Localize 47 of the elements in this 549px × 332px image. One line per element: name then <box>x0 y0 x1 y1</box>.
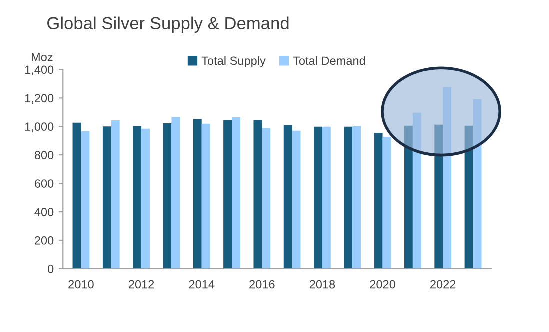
bar <box>202 124 210 269</box>
legend-label: Total Demand <box>293 56 366 66</box>
y-axis-title: Moz <box>32 53 53 62</box>
x-tick-label: 2022 <box>430 280 456 289</box>
x-tick-label: 2014 <box>189 280 215 289</box>
y-tick-label: 1,200 <box>25 94 54 104</box>
bar <box>224 120 232 269</box>
bar <box>254 120 262 269</box>
bar <box>382 137 392 269</box>
x-tick-label: 2018 <box>310 280 336 289</box>
y-tick-label: 400 <box>34 208 54 216</box>
bar <box>412 112 422 269</box>
bar <box>314 126 322 269</box>
bar <box>72 122 82 269</box>
y-tick-label: 1,400 <box>25 66 54 76</box>
bar <box>284 125 292 269</box>
bar <box>111 120 120 269</box>
bar <box>163 124 172 269</box>
bar <box>172 117 180 269</box>
bar <box>352 126 362 269</box>
bar <box>434 124 444 269</box>
bar <box>443 87 452 269</box>
bar <box>404 126 413 269</box>
bar <box>262 128 271 269</box>
bar <box>322 126 331 269</box>
y-tick-label: 1,000 <box>25 122 54 132</box>
bar <box>232 118 240 269</box>
legend-label: Total Supply <box>202 56 266 68</box>
bar <box>344 126 353 269</box>
bar <box>464 126 474 269</box>
bar <box>142 128 150 269</box>
x-tick-label: 2010 <box>68 280 94 289</box>
x-tick-label: 2016 <box>250 280 275 289</box>
bar <box>292 130 301 269</box>
bar <box>133 126 142 269</box>
bar <box>102 126 112 269</box>
y-tick-label: 600 <box>35 180 54 188</box>
y-tick-label: 200 <box>35 236 54 245</box>
x-tick-label: 2020 <box>370 280 396 289</box>
x-tick-label: 2012 <box>129 280 154 289</box>
bar <box>374 133 383 269</box>
chart-title: Global Silver Supply & Demand <box>48 16 289 33</box>
bar <box>473 99 482 269</box>
bar <box>81 131 90 269</box>
bar <box>193 119 202 269</box>
y-tick-label: 800 <box>34 151 54 160</box>
y-tick-label: 0 <box>48 264 54 274</box>
